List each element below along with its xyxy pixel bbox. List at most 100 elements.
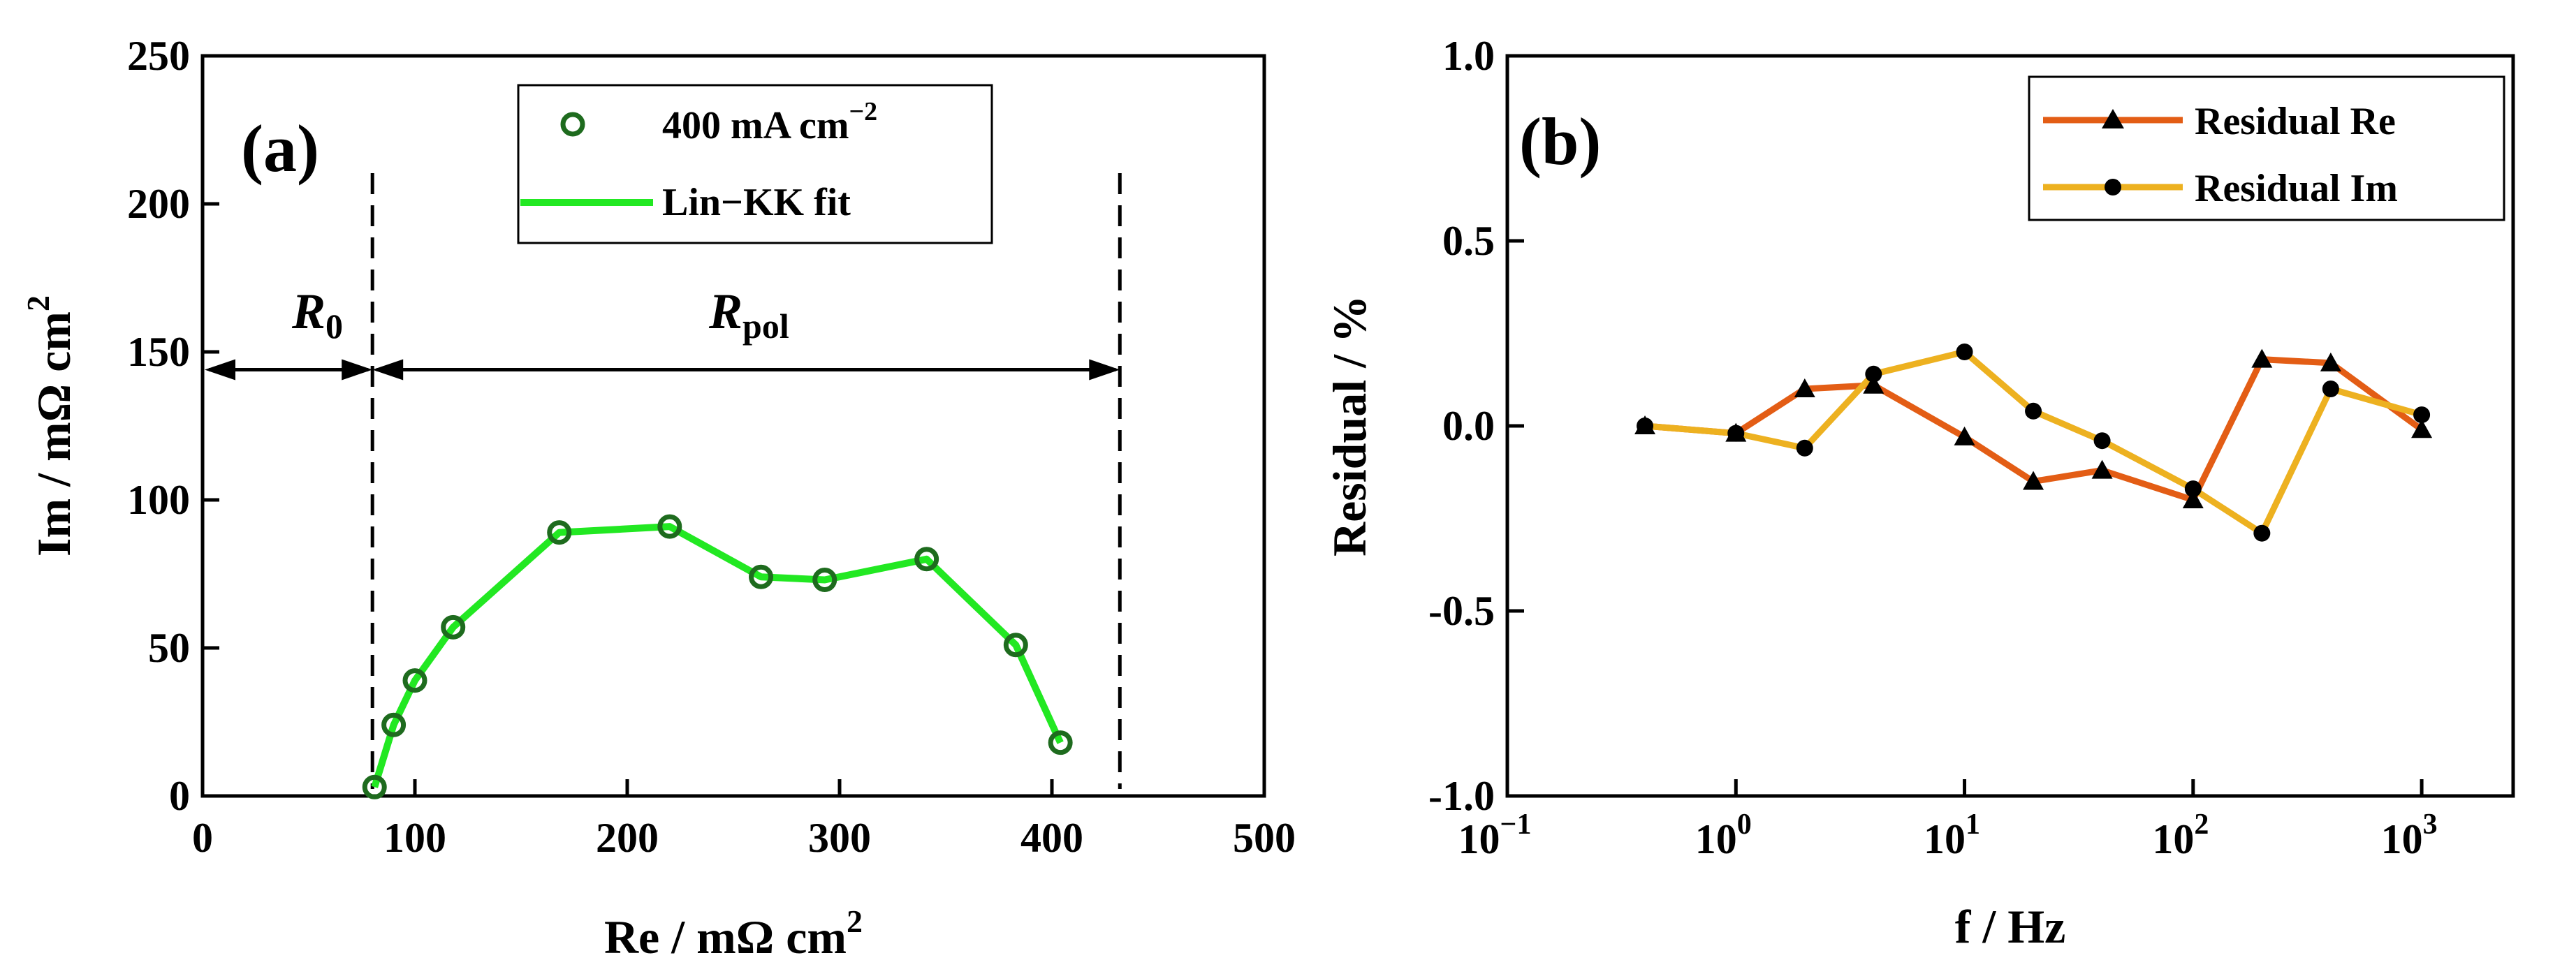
- legend-label-400ma: 400 mA cm−2: [662, 97, 877, 147]
- data-point-residual-im: [1727, 425, 1745, 442]
- data-point-400ma: [441, 614, 466, 640]
- data-point-400ma: [749, 564, 774, 589]
- y-tick-label-a: 200: [127, 181, 190, 227]
- data-point-400ma: [657, 514, 682, 539]
- rpol-arrow-head-left: [372, 359, 404, 381]
- y-tick-label-a: 150: [127, 329, 190, 375]
- data-point-residual-re: [2182, 489, 2204, 508]
- y-tick-label-b: 0.0: [1442, 403, 1495, 449]
- data-point-residual-re: [1954, 426, 1975, 445]
- x-tick-label-b-base: 10: [2152, 816, 2194, 862]
- data-point-residual-im: [2093, 432, 2111, 450]
- data-point-residual-im: [1956, 344, 1973, 360]
- x-tick-label-a: 400: [1020, 815, 1083, 861]
- axis-ticks-a: 0 100 200 300 400 500 0 50 100 150 200 250: [127, 33, 1296, 861]
- x-tick-label-b: 101: [1924, 809, 1980, 862]
- x-tick-label-b-base: 10: [1695, 816, 1737, 862]
- y-axis-title-b: Residual / %: [1323, 295, 1376, 556]
- x-tick-label-a: 100: [383, 815, 446, 861]
- x-axis-title-a: Re / mΩ cm2: [604, 903, 863, 964]
- x-tick-label-a: 0: [192, 815, 213, 861]
- x-tick-label-b-exp: 1: [1966, 809, 1980, 841]
- legend-box-a: [517, 84, 993, 244]
- data-point-residual-im: [1796, 439, 1813, 457]
- plot-frame-a: [200, 54, 1266, 798]
- series-linkk-fit-line: [371, 523, 1064, 788]
- data-point-400ma: [402, 668, 427, 693]
- data-point-400ma: [362, 774, 387, 799]
- y-tick-label-b: 1.0: [1442, 33, 1495, 79]
- rpol-label-main: R: [708, 283, 742, 339]
- legend-label-residual-re: Residual Re: [2195, 100, 2396, 143]
- x-tick-label-b: 100: [1695, 809, 1752, 862]
- y-tick-label-a: 100: [127, 477, 190, 523]
- data-point-residual-im: [2253, 524, 2271, 542]
- data-point-residual-re: [2320, 352, 2341, 371]
- data-point-residual-im: [2322, 381, 2339, 397]
- data-point-400ma: [1048, 730, 1073, 755]
- data-point-residual-im: [2025, 402, 2042, 420]
- x-tick-label-b: 10−1: [1458, 809, 1532, 862]
- x-axis-title-a-sup: 2: [847, 903, 863, 939]
- legend-label-400ma-sup: −2: [849, 97, 878, 126]
- data-point-400ma: [914, 547, 939, 572]
- panel-label-a: (a): [241, 111, 319, 186]
- legend-marker-400ma: [560, 112, 585, 137]
- r0-arrow-head-left: [205, 359, 235, 381]
- y-tick-label-b: -1.0: [1428, 773, 1495, 819]
- data-marks-a: [205, 173, 1122, 799]
- data-point-400ma: [1003, 633, 1028, 658]
- rpol-arrow-head-right: [1089, 359, 1120, 381]
- data-point-residual-re: [1794, 378, 1815, 397]
- legend-label-linkk: Lin−KK fit: [662, 181, 851, 224]
- y-axis-title-a: Im / mΩ cm2: [20, 295, 80, 556]
- y-tick-label-a: 0: [169, 773, 190, 819]
- data-point-residual-re: [1863, 374, 1885, 394]
- panel-label-b: (b): [1519, 104, 1601, 179]
- r0-label: R0: [291, 283, 343, 346]
- data-point-residual-im: [2184, 480, 2202, 498]
- rpol-label-sub: pol: [742, 307, 789, 346]
- legend-box-b: [2028, 75, 2505, 221]
- data-point-residual-im: [1637, 418, 1654, 434]
- rpol-label: Rpol: [708, 283, 789, 346]
- series-residual-im-line: [1644, 348, 2423, 537]
- data-point-residual-im: [2413, 406, 2431, 424]
- x-tick-label-b-base: 10: [1924, 816, 1966, 862]
- data-point-400ma: [381, 712, 407, 737]
- x-tick-label-b-exp: 2: [2194, 809, 2209, 841]
- data-point-residual-im: [1865, 365, 1882, 383]
- y-tick-label-b: -0.5: [1428, 588, 1495, 634]
- data-point-400ma: [812, 567, 837, 592]
- r0-label-main: R: [291, 283, 325, 339]
- legend-marker-residual-im: [2105, 179, 2121, 195]
- axis-ticks-b: 10−1 100 101 102 103-1.0-0.50.00.51.0: [1428, 33, 2438, 862]
- x-tick-label-b: 103: [2381, 809, 2438, 862]
- legend-label-residual-im: Residual Im: [2195, 167, 2398, 210]
- x-tick-label-b-exp: 3: [2423, 809, 2438, 841]
- x-tick-label-b: 102: [2152, 809, 2209, 862]
- data-point-400ma: [547, 520, 572, 545]
- legend-marker-residual-re: [2102, 109, 2124, 128]
- y-tick-label-b: 0.5: [1442, 218, 1495, 264]
- data-point-residual-re: [2023, 471, 2044, 490]
- x-tick-label-a: 500: [1233, 815, 1296, 861]
- x-tick-label-b-base: 10: [2381, 816, 2423, 862]
- legend-b: Residual Re Residual Im: [2028, 75, 2505, 221]
- x-tick-label-b-base: 10: [1458, 816, 1500, 862]
- x-tick-label-a: 200: [596, 815, 659, 861]
- y-axis-title-a-main: Im / mΩ cm: [27, 311, 80, 556]
- legend-a: 400 mA cm−2 Lin−KK fit: [517, 84, 993, 244]
- r0-label-sub: 0: [325, 307, 343, 346]
- x-tick-label-a: 300: [808, 815, 871, 861]
- y-axis-title-a-sup: 2: [20, 295, 56, 311]
- x-tick-label-b-exp: 0: [1737, 809, 1752, 841]
- r0-arrow-head-right: [342, 359, 373, 381]
- legend-label-400ma-main: 400 mA cm: [662, 104, 849, 147]
- x-axis-title-a-main: Re / mΩ cm: [604, 910, 847, 964]
- x-tick-label-b-exp: −1: [1500, 809, 1532, 841]
- data-marks-b: [1634, 344, 2433, 542]
- data-point-residual-re: [2251, 348, 2273, 368]
